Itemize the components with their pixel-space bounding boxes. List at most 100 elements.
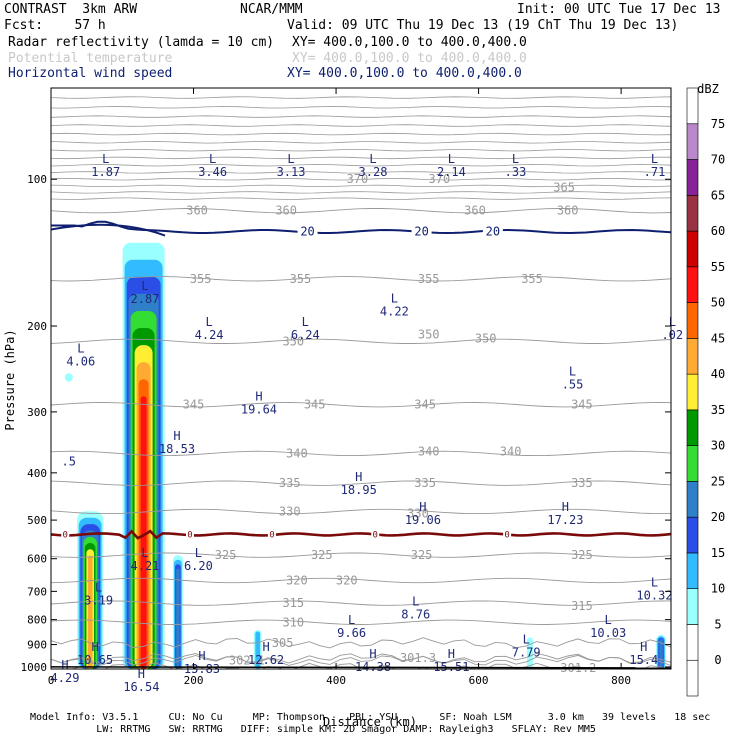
- extremum-value: 19.64: [241, 403, 277, 417]
- extremum-kind: H: [91, 640, 98, 654]
- theta-contour-label: 355: [190, 272, 212, 286]
- extremum-kind: H: [138, 667, 145, 681]
- extremum-value: 16.54: [123, 680, 159, 694]
- theta-contour-label: 340: [500, 445, 522, 459]
- theta-contour-label: 345: [414, 398, 436, 412]
- extremum-value: 17.23: [547, 513, 583, 527]
- theta-contour-label: 350: [282, 334, 304, 348]
- extremum-kind: L: [412, 594, 419, 608]
- extremum-kind: L: [391, 292, 398, 306]
- extremum-kind: L: [651, 576, 658, 590]
- theta-contour-label: 345: [183, 398, 205, 412]
- field-2-name: Potential temperature: [8, 51, 173, 66]
- theta-contour-label: 360: [557, 204, 579, 218]
- reflectivity-band: [176, 568, 180, 669]
- colorbar-swatch: [686, 445, 699, 482]
- extremum-value: 3.46: [198, 165, 227, 179]
- extremum-value: 19.06: [405, 513, 441, 527]
- theta-contour-label: 360: [464, 204, 486, 218]
- field-1-name: Radar reflectivity (lamda = 10 cm): [8, 35, 275, 50]
- colorbar-label: 35: [711, 403, 725, 417]
- colorbar-swatch: [686, 194, 699, 232]
- extremum-kind: L: [205, 315, 212, 329]
- extremum-kind: L: [369, 152, 376, 166]
- zero-contour-label: 0: [187, 530, 192, 540]
- colorbar-swatch: [686, 123, 699, 160]
- theta-contour-line: [51, 600, 671, 606]
- extremum-kind: L: [95, 580, 102, 594]
- extremum-value: 6.20: [184, 559, 213, 573]
- extremum-kind: H: [640, 640, 647, 654]
- theta-contour-line: [51, 577, 671, 584]
- upper-isentrope: [51, 132, 671, 136]
- extremum-kind: L: [287, 152, 294, 166]
- colorbar-label: 0: [714, 653, 721, 667]
- wind-label-bg: [411, 225, 432, 238]
- theta-contour-label: 325: [215, 548, 237, 562]
- wind-contour-line: [51, 220, 671, 235]
- reflectivity-field: [64, 242, 666, 669]
- extremum-kind: L: [348, 613, 355, 627]
- upper-isentrope: [51, 106, 671, 109]
- theta-contour-label: 355: [521, 272, 543, 286]
- reflectivity-band: [255, 631, 261, 669]
- extremum-value: 4.06: [66, 354, 95, 368]
- theta-contour-label: 355: [290, 272, 312, 286]
- extremum-value: 4.29: [51, 671, 80, 685]
- theta-contour-line: [51, 338, 671, 344]
- theta-contour-line: [51, 276, 671, 282]
- theta-contour-label: 335: [279, 476, 301, 490]
- upper-isentrope: [51, 197, 671, 200]
- upper-isentrope: [51, 149, 671, 152]
- extremum-kind: L: [569, 365, 576, 379]
- theta-contour-label: 325: [411, 548, 433, 562]
- theta-contour-label: 335: [414, 476, 436, 490]
- reflectivity-band: [87, 555, 93, 669]
- theta-contour-label: 350: [418, 327, 440, 341]
- theta-contour-label: 340: [286, 446, 308, 460]
- theta-contour-line: [51, 654, 671, 667]
- x-tick-label: 400: [326, 674, 346, 687]
- y-tick-label: 600: [27, 553, 47, 566]
- extremum-value: 7.79: [512, 645, 541, 659]
- colorbar-label: 60: [711, 224, 725, 238]
- theta-contour-label: 315: [571, 599, 593, 613]
- colorbar-label: 25: [711, 474, 725, 488]
- colorbar-label: 45: [711, 331, 725, 345]
- theta-contour-label: 310: [282, 615, 304, 629]
- extremum-kind: L: [448, 152, 455, 166]
- zero-contour-label: 0: [373, 530, 378, 540]
- theta-contour-line: [51, 637, 671, 649]
- y-tick-label: 1000: [21, 661, 48, 674]
- x-tick-label: 200: [184, 674, 204, 687]
- colorbar-label: 40: [711, 367, 725, 381]
- extremum-kind: H: [369, 647, 376, 661]
- colorbar-swatch: [686, 302, 699, 339]
- wind-contours: 20 20 20: [51, 220, 671, 239]
- theta-contour-label: 302.1: [229, 653, 265, 667]
- zero-contour: 0 0 0 0 0: [51, 529, 671, 540]
- extremum-kind: L: [302, 315, 309, 329]
- colorbar-label: 20: [711, 510, 725, 524]
- x-tick-label: 0: [48, 674, 55, 687]
- field-3-xy: XY= 400.0,100.0 to 400.0,400.0: [287, 66, 522, 81]
- theta-contour-line: [51, 208, 671, 214]
- theta-contour-label: 301.3: [400, 651, 436, 665]
- theta-contour-label: 305: [272, 636, 294, 650]
- colorbar-swatch: [686, 552, 699, 590]
- upper-theta-band: [51, 96, 671, 200]
- theta-contour-label: 370: [347, 172, 369, 186]
- extremum-kind: H: [355, 470, 362, 484]
- colorbar-swatch: [686, 624, 699, 661]
- theta-contour-label: 335: [571, 476, 593, 490]
- x-tick-label: 600: [469, 674, 489, 687]
- extremum-value: 1.87: [91, 165, 120, 179]
- upper-isentrope: [51, 163, 671, 167]
- upper-isentrope: [51, 115, 671, 118]
- theta-contour-label: 320: [286, 573, 308, 587]
- wind-contour-line: [51, 223, 166, 237]
- colorbar-label: 70: [711, 153, 725, 167]
- extremum-value: 18.53: [159, 442, 195, 456]
- colorbar-label: 5: [714, 617, 721, 631]
- y-tick-label: 500: [27, 514, 47, 527]
